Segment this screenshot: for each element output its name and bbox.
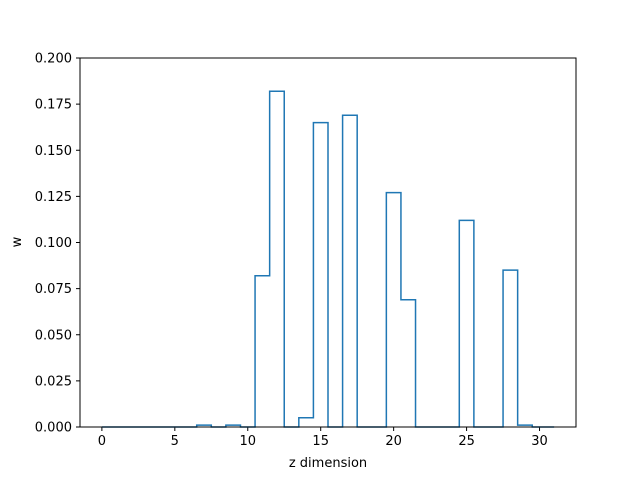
x-tick-label: 20	[385, 434, 402, 449]
y-tick-label: 0.125	[35, 190, 72, 205]
x-tick-label: 0	[98, 434, 106, 449]
x-tick-label: 10	[239, 434, 256, 449]
y-axis-ticks: 0.000 0.025 0.050 0.075 0.100 0.125 0.150 0.175…	[35, 52, 80, 436]
x-tick-label: 25	[458, 434, 475, 449]
y-tick-label: 0.000	[35, 421, 72, 436]
x-axis-label: z dimension	[289, 456, 367, 471]
y-tick-label: 0.075	[35, 282, 72, 297]
x-tick-label: 15	[312, 434, 329, 449]
y-tick-label: 0.150	[35, 144, 72, 159]
y-tick-label: 0.050	[35, 328, 72, 343]
y-tick-label: 0.100	[35, 236, 72, 251]
y-axis-label: w	[10, 236, 25, 247]
y-tick-label: 0.025	[35, 374, 72, 389]
y-tick-label: 0.200	[35, 52, 72, 67]
y-tick-label: 0.175	[35, 98, 72, 113]
plot-frame	[79, 57, 577, 428]
x-axis-ticks: 0 5 10 15 20 25 30	[98, 427, 548, 449]
x-tick-label: 5	[171, 434, 179, 449]
x-tick-label: 30	[531, 434, 548, 449]
